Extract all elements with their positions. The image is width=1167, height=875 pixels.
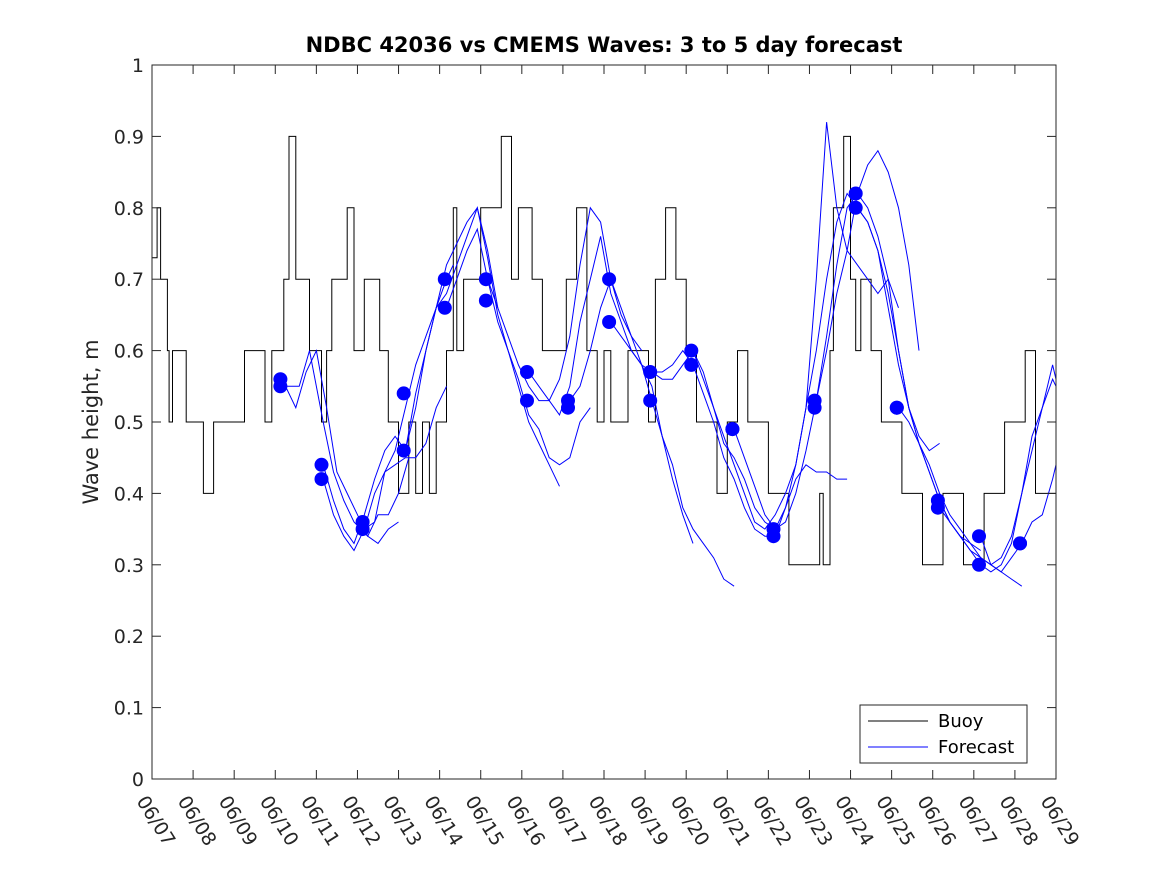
x-tick-label: 06/29 bbox=[1036, 792, 1084, 850]
forecast-marker bbox=[848, 200, 863, 215]
forecast-series-line bbox=[281, 348, 399, 545]
forecast-marker bbox=[807, 400, 822, 415]
forecast-marker bbox=[684, 343, 699, 358]
forecast-series-line bbox=[939, 364, 1057, 573]
y-tick-label: 0.9 bbox=[114, 126, 144, 148]
forecast-series-line bbox=[528, 236, 694, 544]
forecast-marker bbox=[684, 357, 699, 372]
forecast-series-line bbox=[815, 192, 981, 551]
forecast-marker bbox=[643, 365, 658, 379]
forecast-series-line bbox=[285, 350, 410, 538]
forecast-marker bbox=[396, 443, 411, 458]
x-tick-label: 06/14 bbox=[419, 792, 467, 850]
y-tick-label: 0.3 bbox=[114, 555, 144, 577]
forecast-series-line bbox=[898, 377, 1057, 566]
forecast-marker bbox=[520, 365, 534, 379]
forecast-marker bbox=[561, 400, 575, 415]
forecast-marker bbox=[602, 272, 617, 287]
y-tick-label: 1 bbox=[132, 55, 144, 77]
forecast-marker bbox=[355, 522, 370, 537]
forecast-marker bbox=[520, 393, 534, 408]
forecast-marker bbox=[314, 472, 329, 487]
y-tick-label: 0.8 bbox=[114, 198, 144, 220]
x-tick-label: 06/07 bbox=[132, 792, 180, 850]
legend-box bbox=[859, 704, 1028, 764]
y-tick-label: 0.7 bbox=[114, 269, 144, 291]
y-tick-label: 0.4 bbox=[114, 483, 144, 505]
x-tick-label: 06/18 bbox=[584, 792, 632, 850]
buoy-series-line bbox=[152, 135, 1057, 566]
x-tick-label: 06/17 bbox=[543, 792, 591, 850]
forecast-marker bbox=[478, 272, 493, 287]
legend: Buoy Forecast bbox=[859, 704, 1028, 764]
x-tick-label: 06/10 bbox=[255, 792, 303, 850]
marker-layer bbox=[273, 186, 1027, 572]
forecast-marker bbox=[437, 300, 452, 315]
y-tick-label: 0.5 bbox=[114, 412, 144, 434]
forecast-marker bbox=[1013, 536, 1027, 551]
x-tick-label: 06/09 bbox=[214, 792, 262, 850]
forecast-marker bbox=[643, 393, 658, 408]
x-tick-label: 06/22 bbox=[748, 792, 796, 850]
x-tick-label: 06/23 bbox=[789, 792, 837, 850]
y-axis-label: Wave height, m bbox=[79, 339, 103, 504]
forecast-series-line bbox=[487, 206, 643, 402]
forecast-marker bbox=[848, 186, 863, 201]
forecast-marker bbox=[766, 529, 781, 544]
forecast-marker bbox=[930, 500, 945, 515]
forecast-marker bbox=[273, 379, 288, 394]
y-tick-label: 0 bbox=[132, 769, 144, 791]
x-tick-label: 06/28 bbox=[995, 792, 1043, 850]
forecast-marker bbox=[314, 457, 329, 472]
x-tick-label: 06/11 bbox=[296, 792, 344, 850]
forecast-series-line bbox=[364, 206, 499, 530]
x-tick-label: 06/25 bbox=[871, 792, 919, 850]
forecast-marker bbox=[972, 557, 986, 572]
legend-buoy-label: Buoy bbox=[938, 711, 984, 732]
x-tick-label: 06/21 bbox=[707, 792, 755, 850]
y-tick-label: 0.6 bbox=[114, 341, 144, 363]
chart-title: NDBC 42036 vs CMEMS Waves: 3 to 5 day fo… bbox=[306, 33, 903, 57]
forecast-series-line bbox=[446, 227, 591, 466]
y-tick-label: 0.1 bbox=[114, 698, 144, 720]
x-tick-label: 06/26 bbox=[912, 792, 960, 850]
forecast-series-line bbox=[733, 149, 920, 530]
x-tick-label: 06/12 bbox=[337, 792, 385, 850]
forecast-marker bbox=[478, 293, 493, 308]
forecast-series-line bbox=[651, 349, 848, 537]
forecast-series-line bbox=[404, 205, 560, 487]
x-tick-label: 06/20 bbox=[666, 792, 714, 850]
x-tick-label: 06/16 bbox=[502, 792, 550, 850]
forecast-marker bbox=[437, 272, 452, 287]
forecast-marker bbox=[889, 400, 904, 415]
forecast-marker bbox=[725, 422, 740, 437]
x-tick-label: 06/15 bbox=[460, 792, 508, 850]
x-tick-label: 06/24 bbox=[830, 792, 878, 850]
x-tick-label: 06/08 bbox=[173, 792, 221, 850]
forecast-marker bbox=[396, 386, 411, 401]
forecast-marker bbox=[602, 315, 617, 329]
y-tick-label: 0.2 bbox=[114, 626, 144, 648]
legend-forecast-label: Forecast bbox=[938, 737, 1014, 758]
x-tick-label: 06/19 bbox=[625, 792, 673, 850]
x-tick-label: 06/27 bbox=[954, 792, 1002, 850]
forecast-marker bbox=[972, 529, 986, 544]
x-tick-label: 06/13 bbox=[378, 792, 426, 850]
